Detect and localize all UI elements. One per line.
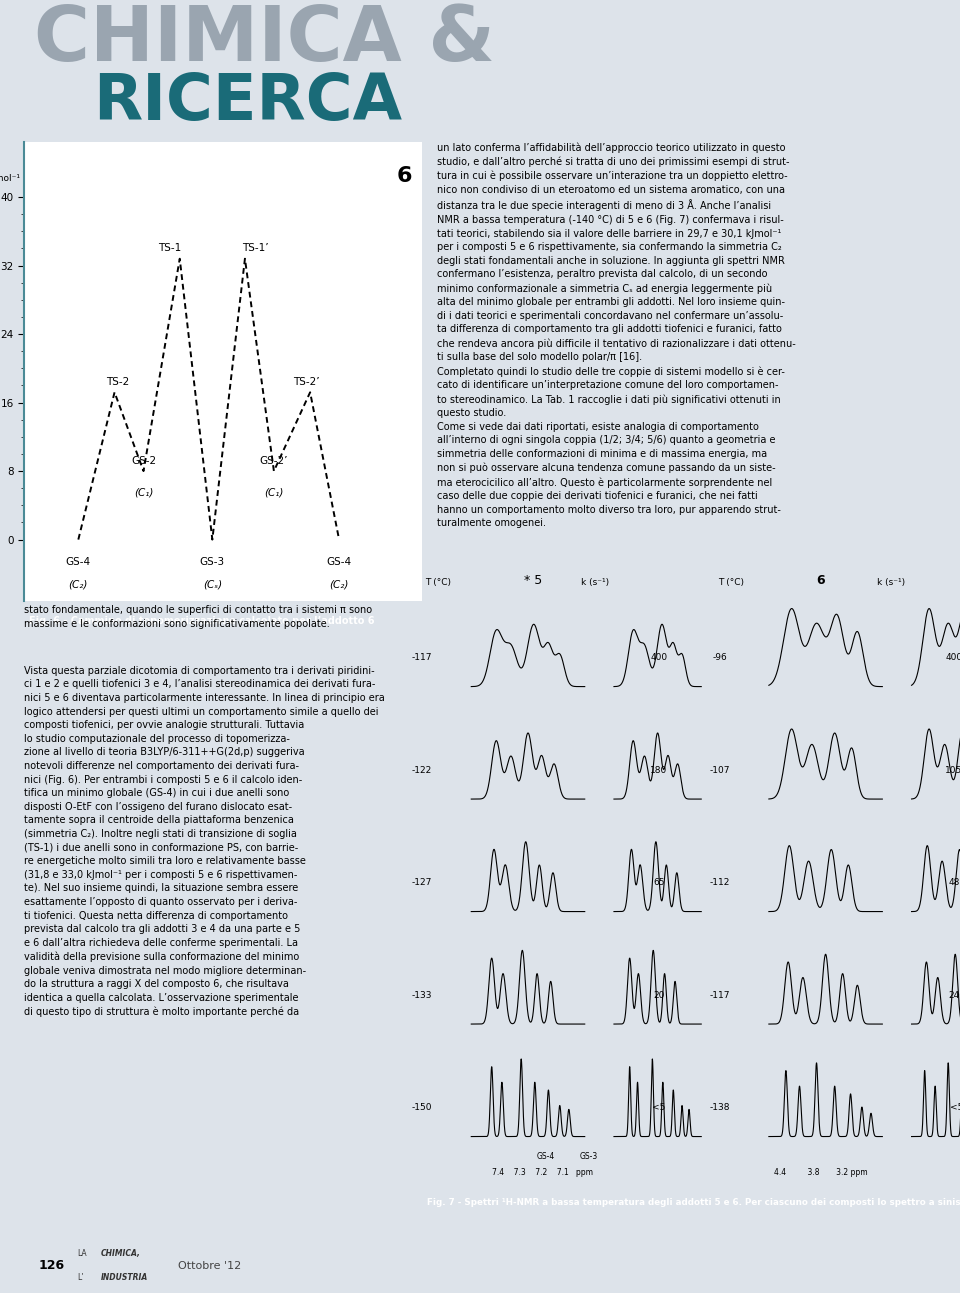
Text: (C₁): (C₁) <box>264 487 283 497</box>
Text: GS-4: GS-4 <box>326 557 351 566</box>
Text: T (°C): T (°C) <box>718 578 745 587</box>
Text: RICERCA: RICERCA <box>93 71 402 133</box>
Text: 180: 180 <box>651 765 667 775</box>
Text: k (s⁻¹): k (s⁻¹) <box>876 578 905 587</box>
Text: un lato conferma l’affidabilità dell’approccio teorico utilizzato in questo
stud: un lato conferma l’affidabilità dell’app… <box>437 142 796 529</box>
Text: * 5: * 5 <box>523 574 542 587</box>
Text: Ottobre '12: Ottobre '12 <box>178 1261 241 1271</box>
Text: T (°C): T (°C) <box>424 578 451 587</box>
Text: -133: -133 <box>412 990 432 999</box>
Text: CHIMICA,: CHIMICA, <box>101 1249 141 1258</box>
Text: 6: 6 <box>817 574 825 587</box>
Text: GS-4: GS-4 <box>66 557 91 566</box>
Text: (Cₛ): (Cₛ) <box>203 579 222 590</box>
Text: 400: 400 <box>651 653 667 662</box>
Text: Fig. 7 - Spettri ¹H-NMR a bassa temperatura degli addotti 5 e 6. Per ciascuno de: Fig. 7 - Spettri ¹H-NMR a bassa temperat… <box>426 1197 960 1206</box>
Text: -122: -122 <box>412 765 432 775</box>
Text: GS-3: GS-3 <box>579 1152 598 1161</box>
Text: GS-2: GS-2 <box>131 455 156 465</box>
Text: 1050: 1050 <box>946 765 960 775</box>
Text: Vista questa parziale dicotomia di comportamento tra i derivati piridini-
ci 1 e: Vista questa parziale dicotomia di compo… <box>24 666 385 1018</box>
Text: (C₁): (C₁) <box>133 487 154 497</box>
Text: (C₂): (C₂) <box>68 579 88 590</box>
Text: TS-2: TS-2 <box>107 376 130 387</box>
Text: GS-2’: GS-2’ <box>259 455 288 465</box>
Text: -117: -117 <box>709 990 730 999</box>
Text: 6: 6 <box>396 167 412 186</box>
Text: -150: -150 <box>412 1103 432 1112</box>
Text: LA: LA <box>77 1249 86 1258</box>
Text: 480: 480 <box>948 878 960 887</box>
Text: <5: <5 <box>653 1103 665 1112</box>
Text: GS-3: GS-3 <box>200 557 225 566</box>
Text: GS-4: GS-4 <box>536 1152 555 1161</box>
Text: 240: 240 <box>948 990 960 999</box>
Text: 65: 65 <box>654 878 664 887</box>
Text: 126: 126 <box>38 1259 64 1272</box>
Text: stato fondamentale, quando le superfici di contatto tra i sistemi π sono
massime: stato fondamentale, quando le superfici … <box>24 605 372 628</box>
Text: kJ mol⁻¹: kJ mol⁻¹ <box>0 175 20 184</box>
Text: (C₂): (C₂) <box>329 579 348 590</box>
Text: -112: -112 <box>709 878 730 887</box>
Text: 20: 20 <box>654 990 664 999</box>
Text: TS-1: TS-1 <box>158 243 181 253</box>
Text: <5: <5 <box>950 1103 960 1112</box>
Text: CHIMICA &: CHIMICA & <box>34 3 494 76</box>
Text: -127: -127 <box>412 878 432 887</box>
Text: TS-1’: TS-1’ <box>242 243 269 253</box>
Text: -138: -138 <box>709 1103 730 1112</box>
Text: L’: L’ <box>77 1274 84 1283</box>
Text: 7.4    7.3    7.2    7.1   ppm: 7.4 7.3 7.2 7.1 ppm <box>492 1168 593 1177</box>
Text: -117: -117 <box>412 653 432 662</box>
Text: 4.4         3.8       3.2 ppm: 4.4 3.8 3.2 ppm <box>774 1168 868 1177</box>
Text: k (s⁻¹): k (s⁻¹) <box>581 578 610 587</box>
Text: TS-2’: TS-2’ <box>293 376 320 387</box>
Text: -107: -107 <box>709 765 730 775</box>
Text: -96: -96 <box>712 653 727 662</box>
Text: INDUSTRIA: INDUSTRIA <box>101 1274 148 1283</box>
Text: Fig. 6 - Cammino di topomerizzazione calcolato per l’addotto 6: Fig. 6 - Cammino di topomerizzazione cal… <box>29 615 374 626</box>
Text: 4000: 4000 <box>946 653 960 662</box>
